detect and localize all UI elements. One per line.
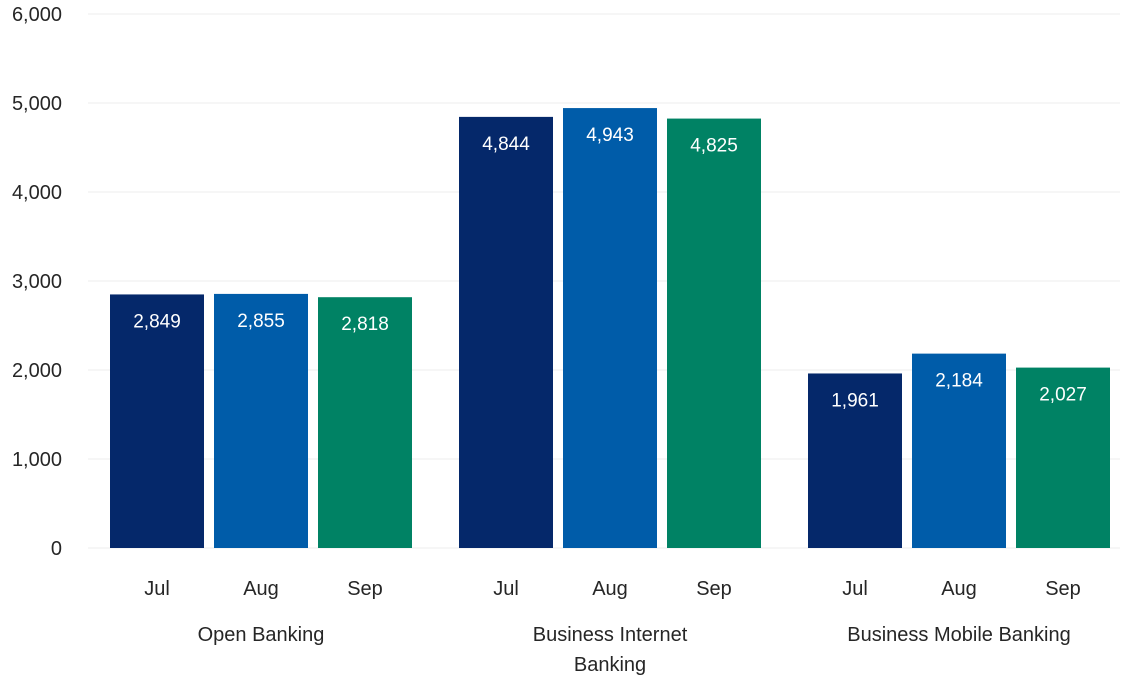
bar-0-2 xyxy=(318,297,412,548)
bar-1-2 xyxy=(667,118,761,548)
x-tick-label-2-2: Sep xyxy=(1045,578,1081,600)
bar-1-1 xyxy=(563,108,657,548)
group-label-1-1: Banking xyxy=(574,654,646,676)
data-label-1-0: 4,844 xyxy=(482,134,530,155)
group-label-2-0: Business Mobile Banking xyxy=(847,624,1070,646)
bar-2-0 xyxy=(808,373,902,548)
data-label-0-1: 2,855 xyxy=(237,311,285,332)
y-tick-label-5: 5,000 xyxy=(12,93,62,115)
x-tick-label-0-0: Jul xyxy=(144,578,170,600)
x-tick-label-0-1: Aug xyxy=(243,578,279,600)
data-label-1-2: 4,825 xyxy=(690,136,738,157)
y-tick-label-4: 4,000 xyxy=(12,182,62,204)
group-label-0-0: Open Banking xyxy=(198,624,325,646)
data-label-2-2: 2,027 xyxy=(1039,385,1087,406)
bars: 2,849 2,855 2,818 4,844 4,943 4,825 1,961 2,184… xyxy=(110,108,1110,548)
data-label-0-0: 2,849 xyxy=(133,311,181,332)
x-tick-label-2-0: Jul xyxy=(842,578,868,600)
y-tick-label-6: 6,000 xyxy=(12,4,62,26)
x-tick-label-2-1: Aug xyxy=(941,578,977,600)
bar-1-0 xyxy=(459,116,553,548)
x-tick-label-0-2: Sep xyxy=(347,578,383,600)
x-tick-label-1-2: Sep xyxy=(696,578,732,600)
bar-2-1 xyxy=(912,353,1006,548)
y-tick-label-3: 3,000 xyxy=(12,271,62,293)
data-label-2-0: 1,961 xyxy=(831,390,879,411)
bar-0-1 xyxy=(214,293,308,548)
x-axis: Jul Aug Sep Open Banking Jul Aug Sep Business I… xyxy=(144,578,1081,676)
bar-0-0 xyxy=(110,294,204,548)
x-tick-label-1-0: Jul xyxy=(493,578,519,600)
data-label-0-2: 2,818 xyxy=(341,314,389,335)
bar-2-2 xyxy=(1016,367,1110,548)
y-axis: 0 1,000 2,000 3,000 4,000 5,000 6,000 xyxy=(12,4,62,560)
y-tick-label-2: 2,000 xyxy=(12,360,62,382)
x-tick-label-1-1: Aug xyxy=(592,578,628,600)
data-label-2-1: 2,184 xyxy=(935,371,983,392)
y-tick-label-0: 0 xyxy=(51,538,62,560)
data-label-1-1: 4,943 xyxy=(586,125,634,146)
y-tick-label-1: 1,000 xyxy=(12,449,62,471)
group-label-1-0: Business Internet xyxy=(533,624,688,646)
